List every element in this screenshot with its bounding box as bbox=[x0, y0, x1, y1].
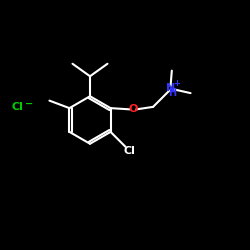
Text: H: H bbox=[168, 88, 176, 98]
Text: N: N bbox=[166, 83, 175, 93]
Text: −: − bbox=[25, 99, 33, 109]
Text: Cl: Cl bbox=[12, 102, 24, 113]
Text: +: + bbox=[173, 79, 180, 88]
Text: O: O bbox=[128, 104, 138, 115]
Text: Cl: Cl bbox=[124, 146, 135, 156]
